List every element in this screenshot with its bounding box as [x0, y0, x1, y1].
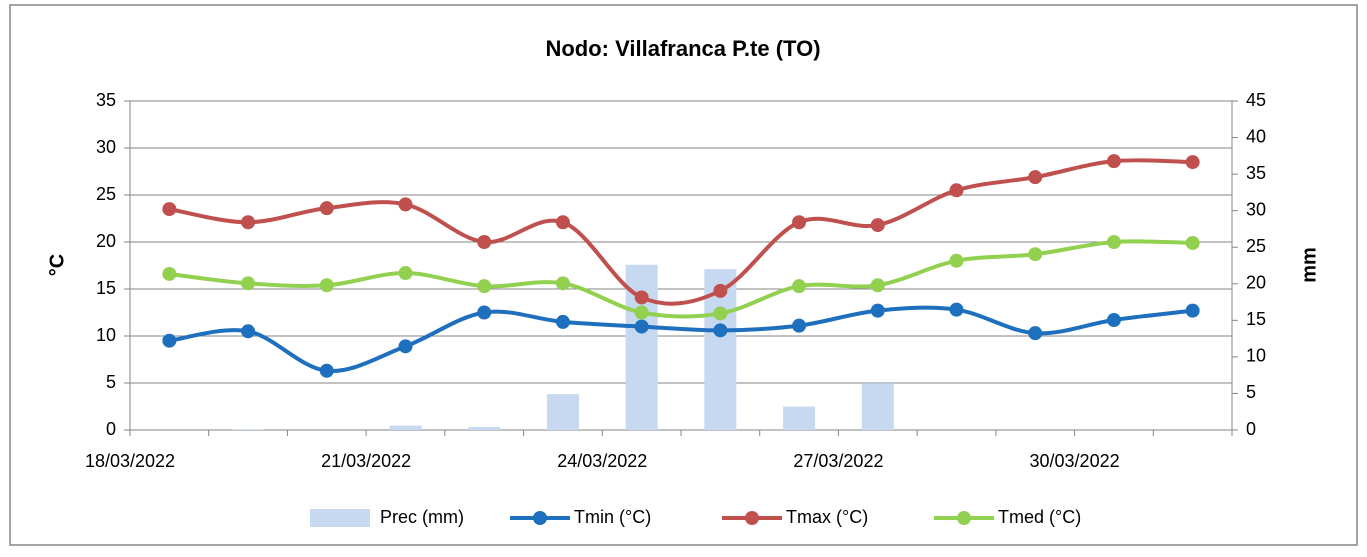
marker — [1185, 303, 1200, 318]
marker — [792, 215, 807, 230]
y-tick-label: 0 — [106, 419, 116, 439]
marker — [398, 339, 413, 354]
marker — [319, 278, 334, 293]
marker — [319, 201, 334, 216]
y-tick-label: 35 — [96, 90, 116, 110]
marker — [634, 305, 649, 320]
marker — [949, 253, 964, 268]
y2-tick-label: 15 — [1246, 309, 1266, 329]
marker — [634, 319, 649, 334]
y-tick-label: 20 — [96, 231, 116, 251]
y-tick-label: 25 — [96, 184, 116, 204]
y-axis-label: °C — [46, 254, 68, 276]
marker — [555, 276, 570, 291]
legend-label: Prec (mm) — [380, 507, 464, 527]
marker — [949, 183, 964, 198]
x-tick-label: 18/03/2022 — [85, 451, 175, 471]
bar — [389, 425, 422, 430]
y-tick-label: 30 — [96, 137, 116, 157]
legend-label: Tmin (°C) — [574, 507, 651, 527]
x-tick-label: 27/03/2022 — [793, 451, 883, 471]
y2-tick-label: 0 — [1246, 419, 1256, 439]
marker — [555, 215, 570, 230]
marker — [241, 276, 256, 291]
y2-tick-label: 5 — [1246, 382, 1256, 402]
marker — [713, 283, 728, 298]
marker — [162, 266, 177, 281]
marker — [1106, 313, 1121, 328]
marker — [1106, 154, 1121, 169]
y2-tick-label: 25 — [1246, 236, 1266, 256]
marker — [241, 215, 256, 230]
marker — [555, 314, 570, 329]
y2-tick-label: 35 — [1246, 163, 1266, 183]
legend-label: Tmax (°C) — [786, 507, 868, 527]
marker — [713, 323, 728, 338]
y-tick-label: 10 — [96, 325, 116, 345]
marker — [949, 302, 964, 317]
bar — [861, 383, 894, 430]
y2-tick-label: 10 — [1246, 346, 1266, 366]
marker — [1185, 235, 1200, 250]
chart-title: Nodo: Villafranca P.te (TO) — [545, 36, 820, 61]
marker — [398, 266, 413, 281]
marker — [792, 279, 807, 294]
marker — [870, 278, 885, 293]
bar — [546, 394, 579, 430]
marker — [713, 306, 728, 321]
marker — [1028, 170, 1043, 185]
bar — [783, 406, 816, 430]
line — [169, 239, 1193, 319]
y2-tick-label: 30 — [1246, 199, 1266, 219]
legend-swatch — [310, 509, 370, 527]
marker — [241, 324, 256, 339]
chart-frame — [9, 4, 1358, 546]
y-tick-label: 5 — [106, 372, 116, 392]
x-tick-label: 30/03/2022 — [1030, 451, 1120, 471]
legend-marker — [533, 511, 547, 525]
legend-marker — [957, 511, 971, 525]
marker — [792, 318, 807, 333]
marker — [162, 202, 177, 217]
bar — [468, 427, 501, 430]
legend-label: Tmed (°C) — [998, 507, 1081, 527]
marker — [319, 363, 334, 378]
x-tick-label: 24/03/2022 — [557, 451, 647, 471]
x-tick-label: 21/03/2022 — [321, 451, 411, 471]
marker — [634, 290, 649, 305]
marker — [1028, 326, 1043, 341]
marker — [1185, 155, 1200, 170]
marker — [1028, 247, 1043, 262]
legend-marker — [745, 511, 759, 525]
y2-tick-label: 40 — [1246, 126, 1266, 146]
y2-axis-label: mm — [1298, 247, 1320, 283]
y2-tick-label: 20 — [1246, 273, 1266, 293]
marker — [477, 305, 492, 320]
marker — [477, 235, 492, 249]
y2-tick-label: 45 — [1246, 90, 1266, 110]
marker — [477, 279, 492, 294]
marker — [398, 197, 413, 212]
marker — [162, 333, 177, 348]
line — [169, 158, 1193, 306]
bar — [232, 429, 265, 430]
marker — [870, 303, 885, 318]
marker — [870, 218, 885, 233]
y-tick-label: 15 — [96, 278, 116, 298]
marker — [1106, 235, 1121, 249]
